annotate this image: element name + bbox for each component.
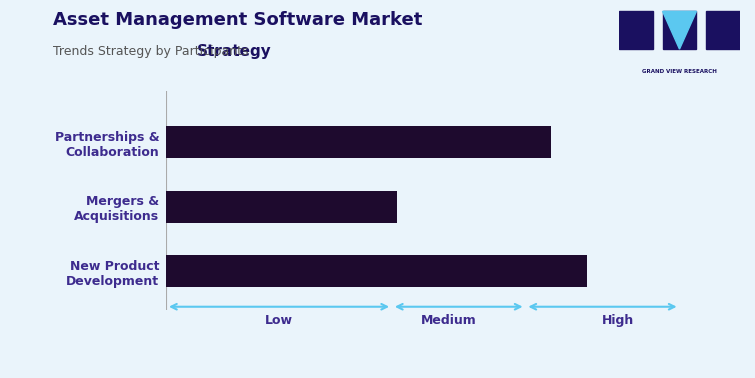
Text: Low: Low [265, 314, 293, 327]
Text: Asset Management Software Market: Asset Management Software Market [53, 11, 422, 29]
Text: Trends Strategy by Participants: Trends Strategy by Participants [53, 45, 248, 58]
Bar [663, 11, 696, 49]
Polygon shape [663, 11, 696, 49]
Bar [166, 255, 587, 287]
Bar [166, 191, 397, 223]
Text: High: High [602, 314, 634, 327]
Bar [706, 11, 740, 49]
Text: Strategy: Strategy [196, 43, 272, 59]
Text: Medium: Medium [421, 314, 476, 327]
Text: GRAND VIEW RESEARCH: GRAND VIEW RESEARCH [642, 69, 717, 74]
Bar [619, 11, 653, 49]
Bar [166, 126, 551, 158]
